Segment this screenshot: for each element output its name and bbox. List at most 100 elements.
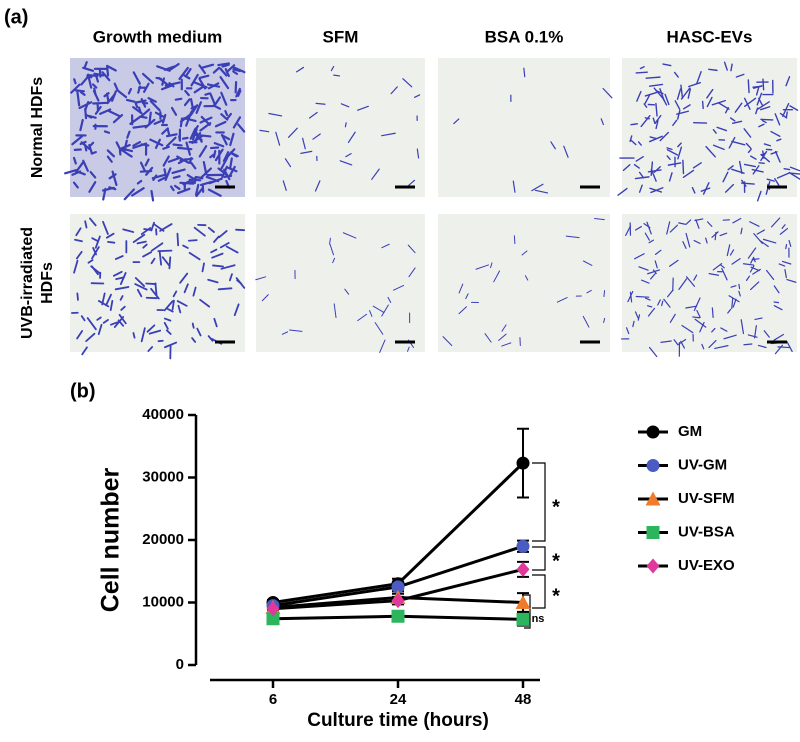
- column-header: HASC-EVs: [667, 27, 753, 46]
- marker: [392, 610, 405, 623]
- cell: [236, 82, 237, 92]
- micrograph-background: [256, 58, 425, 197]
- legend-entry: GM: [638, 423, 702, 440]
- cell: [193, 324, 194, 328]
- y-tick-label: 0: [176, 656, 184, 673]
- marker: [517, 613, 530, 626]
- cell: [715, 232, 716, 239]
- cell: [146, 283, 156, 284]
- cell: [784, 169, 789, 170]
- micrograph: [438, 214, 610, 352]
- row-label: HDFs: [39, 262, 56, 304]
- cell: [219, 288, 232, 289]
- bracket: [532, 575, 545, 608]
- cell: [753, 86, 761, 87]
- x-axis-title: Culture time (hours): [307, 710, 489, 731]
- x-tick-label: 24: [390, 691, 407, 708]
- legend-entry: UV-SFM: [638, 490, 735, 507]
- y-tick-label: 20000: [142, 531, 184, 548]
- legend-marker: [647, 526, 660, 539]
- cell: [744, 344, 752, 345]
- cell: [236, 230, 244, 231]
- micrograph-background: [438, 214, 610, 352]
- cell: [85, 145, 86, 150]
- column-header: BSA 0.1%: [485, 27, 564, 46]
- cell: [211, 148, 218, 149]
- column-header: SFM: [323, 27, 359, 46]
- x-tick-label: 48: [515, 691, 532, 708]
- annotation: ns: [532, 613, 545, 625]
- cell: [759, 163, 764, 164]
- legend-marker: [647, 426, 660, 439]
- row-label: UVB-irradiated: [19, 227, 36, 339]
- cell: [683, 160, 684, 173]
- annotation: *: [552, 550, 560, 572]
- legend-marker: [647, 559, 660, 574]
- cell: [105, 131, 109, 132]
- marker: [392, 593, 405, 608]
- cell: [169, 257, 170, 268]
- annotation: *: [552, 496, 560, 518]
- legend-label: UV-BSA: [678, 523, 735, 540]
- cell: [205, 93, 209, 94]
- cell: [631, 124, 637, 125]
- cell: [93, 103, 107, 104]
- x-tick-label: 6: [269, 691, 277, 708]
- marker: [517, 562, 530, 577]
- cell: [748, 80, 749, 93]
- cell: [179, 136, 180, 140]
- cell: [213, 265, 223, 266]
- micrograph-background: [438, 58, 610, 197]
- panel-label: (a): [4, 6, 28, 28]
- cell: [108, 242, 114, 243]
- y-axis-title: Cell number: [97, 468, 125, 613]
- legend-marker: [647, 459, 660, 472]
- cell: [174, 176, 180, 178]
- cell: [693, 317, 700, 318]
- cell: [183, 138, 188, 139]
- cell: [177, 234, 178, 246]
- cell: [786, 245, 787, 249]
- row-label: Normal HDFs: [29, 77, 46, 178]
- bracket: [532, 547, 545, 570]
- cell: [157, 78, 162, 79]
- cell: [174, 145, 182, 146]
- cell: [739, 284, 740, 288]
- legend-entry: UV-GM: [638, 456, 727, 473]
- legend-label: GM: [678, 423, 702, 440]
- micrograph: [618, 58, 800, 201]
- cell: [144, 229, 151, 230]
- cell: [604, 291, 605, 297]
- cell: [189, 240, 197, 241]
- panel-label: (b): [70, 380, 96, 402]
- micrograph-background: [256, 214, 425, 352]
- cell: [97, 77, 98, 81]
- micrograph: [70, 214, 245, 358]
- legend-label: UV-SFM: [678, 490, 735, 507]
- cell: [142, 144, 149, 145]
- cell: [85, 109, 86, 118]
- cell: [136, 103, 137, 107]
- cell: [636, 72, 647, 73]
- y-tick-label: 30000: [142, 468, 184, 485]
- cell: [191, 99, 192, 106]
- micrograph: [438, 58, 612, 197]
- cell: [225, 111, 227, 115]
- y-tick-label: 10000: [142, 593, 184, 610]
- cell: [77, 293, 78, 299]
- cell: [224, 176, 231, 177]
- micrograph-background: [622, 58, 797, 197]
- cell: [151, 191, 153, 200]
- micrograph: [65, 58, 245, 200]
- micrograph: [256, 214, 425, 352]
- cell: [133, 333, 134, 338]
- cell: [345, 123, 346, 127]
- legend-label: UV-EXO: [678, 557, 735, 574]
- legend-entry: UV-EXO: [638, 557, 735, 574]
- y-tick-label: 40000: [142, 406, 184, 423]
- bracket: [532, 463, 545, 541]
- cell: [139, 107, 141, 112]
- cell: [763, 79, 764, 90]
- legend-label: UV-GM: [678, 456, 727, 473]
